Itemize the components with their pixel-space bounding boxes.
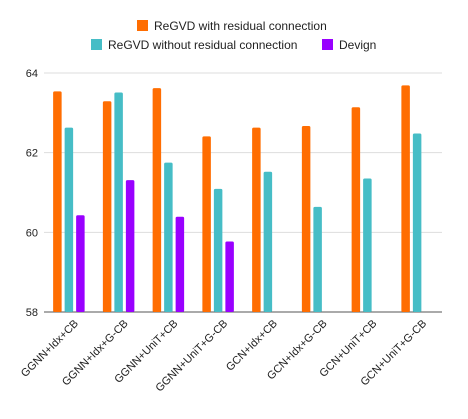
bar-GGNN+UniT+CB-s1	[164, 162, 173, 312]
bar-GGNN+UniT+G-CB-s0	[202, 136, 211, 312]
bar-GCN+Idx+CB-s1	[263, 171, 273, 312]
bar-GGNN+Idx+CB-s1	[64, 127, 74, 313]
y-tick-label: 62	[26, 148, 38, 160]
bar-GGNN+Idx+G-CB-s1	[114, 92, 123, 312]
bar-GGNN+UniT+G-CB-s1	[213, 188, 223, 312]
bar-GGNN+Idx+CB-s2	[76, 215, 85, 312]
legend: ReGVD with residual connection ReGVD with…	[91, 19, 376, 52]
legend-label: Devign	[339, 38, 376, 52]
bar-GCN+Idx+CB-s0	[252, 127, 261, 313]
bar-GCN+UniT+G-CB-s1	[412, 133, 422, 312]
legend-swatch	[137, 20, 148, 31]
legend-swatch	[322, 39, 333, 50]
bar-GGNN+UniT+G-CB-s2	[225, 241, 234, 312]
bar-GCN+Idx+G-CB-s1	[313, 206, 322, 312]
bar-GCN+UniT+CB-s0	[351, 107, 361, 312]
bar-GCN+UniT+CB-s1	[363, 178, 372, 312]
bar-GCN+Idx+G-CB-s0	[301, 125, 311, 312]
bar-GGNN+Idx+G-CB-s2	[125, 180, 135, 312]
y-axis-ticks: 58 60 62 64	[26, 68, 38, 319]
x-category-label: GCN+Idx+CB	[224, 318, 280, 374]
y-tick-label: 60	[26, 227, 38, 239]
legend-swatch	[91, 39, 102, 50]
x-axis-categories: GGNN+Idx+CBGGNN+Idx+G-CBGGNN+UniT+CBGGNN…	[19, 318, 429, 395]
bar-GGNN+UniT+CB-s2	[175, 216, 185, 312]
bar-GGNN+Idx+G-CB-s0	[102, 101, 112, 312]
bar-GCN+UniT+G-CB-s0	[401, 85, 410, 313]
legend-label: ReGVD without residual connection	[108, 38, 297, 52]
bars	[53, 85, 422, 313]
bar-GGNN+Idx+CB-s0	[53, 91, 62, 312]
y-tick-label: 64	[26, 68, 38, 80]
y-tick-label: 58	[26, 307, 38, 319]
bar-GGNN+UniT+CB-s0	[152, 88, 162, 313]
legend-label: ReGVD with residual connection	[154, 19, 327, 33]
